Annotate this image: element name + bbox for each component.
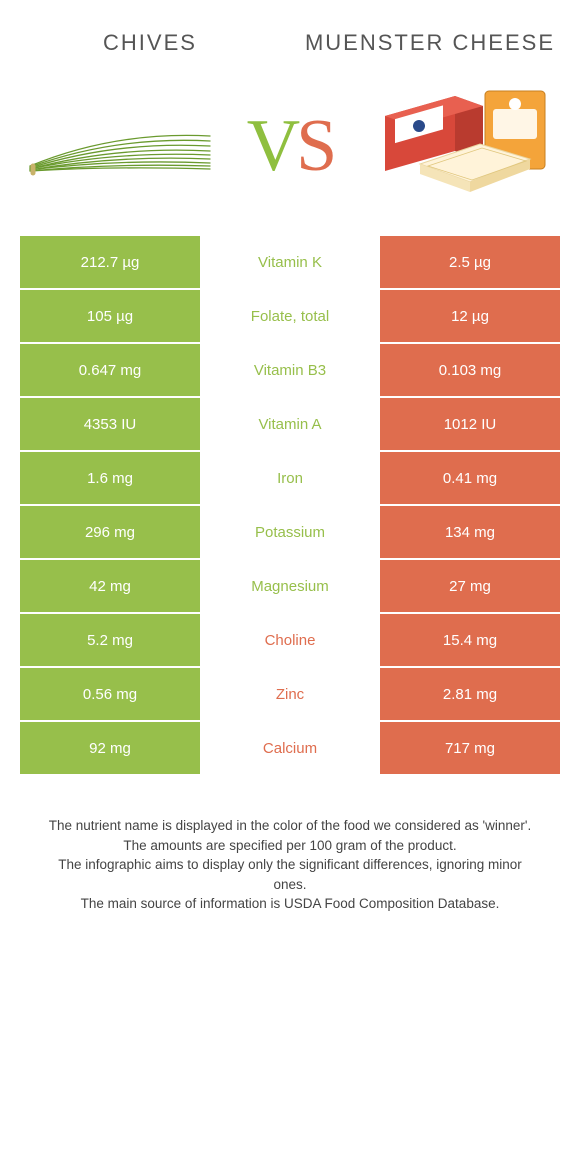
chives-image <box>20 86 220 206</box>
cheese-image <box>360 86 560 206</box>
table-row: 212.7 µgVitamin K2.5 µg <box>20 236 560 290</box>
left-value: 1.6 mg <box>20 452 200 504</box>
table-row: 42 mgMagnesium27 mg <box>20 560 560 614</box>
footnotes: The nutrient name is displayed in the co… <box>40 816 540 914</box>
left-value: 105 µg <box>20 290 200 342</box>
left-value: 0.56 mg <box>20 668 200 720</box>
right-value: 12 µg <box>380 290 560 342</box>
right-value: 717 mg <box>380 722 560 774</box>
vs-v: V <box>247 105 296 187</box>
right-value: 15.4 mg <box>380 614 560 666</box>
right-value: 134 mg <box>380 506 560 558</box>
left-value: 0.647 mg <box>20 344 200 396</box>
nutrient-label: Magnesium <box>200 560 380 612</box>
nutrient-label: Vitamin B3 <box>200 344 380 396</box>
table-row: 296 mgPotassium134 mg <box>20 506 560 560</box>
table-row: 4353 IUVitamin A1012 IU <box>20 398 560 452</box>
footnote-line: The nutrient name is displayed in the co… <box>40 816 540 836</box>
cheese-icon <box>365 86 555 206</box>
right-value: 0.103 mg <box>380 344 560 396</box>
table-row: 1.6 mgIron0.41 mg <box>20 452 560 506</box>
left-value: 4353 IU <box>20 398 200 450</box>
table-row: 0.647 mgVitamin B30.103 mg <box>20 344 560 398</box>
right-value: 2.81 mg <box>380 668 560 720</box>
vs-s: S <box>296 105 333 187</box>
footnote-line: The amounts are specified per 100 gram o… <box>40 836 540 856</box>
nutrient-label: Vitamin A <box>200 398 380 450</box>
table-row: 105 µgFolate, total12 µg <box>20 290 560 344</box>
nutrient-label: Calcium <box>200 722 380 774</box>
table-row: 92 mgCalcium717 mg <box>20 722 560 776</box>
right-food-title: Muenster cheese <box>290 30 570 56</box>
footnote-line: The main source of information is USDA F… <box>40 894 540 914</box>
nutrient-label: Iron <box>200 452 380 504</box>
infographic-root: Chives Muenster cheese VS <box>0 0 580 914</box>
right-value: 0.41 mg <box>380 452 560 504</box>
left-food-title: Chives <box>10 30 290 56</box>
header: Chives Muenster cheese <box>0 0 580 66</box>
nutrient-label: Zinc <box>200 668 380 720</box>
right-value: 2.5 µg <box>380 236 560 288</box>
left-value: 42 mg <box>20 560 200 612</box>
left-value: 92 mg <box>20 722 200 774</box>
chives-icon <box>25 111 215 181</box>
right-value: 27 mg <box>380 560 560 612</box>
nutrient-label: Vitamin K <box>200 236 380 288</box>
nutrient-label: Choline <box>200 614 380 666</box>
right-value: 1012 IU <box>380 398 560 450</box>
footnote-line: The infographic aims to display only the… <box>40 855 540 894</box>
left-value: 296 mg <box>20 506 200 558</box>
images-row: VS <box>0 66 580 236</box>
left-value: 5.2 mg <box>20 614 200 666</box>
vs-label: VS <box>247 104 334 189</box>
nutrient-table: 212.7 µgVitamin K2.5 µg105 µgFolate, tot… <box>20 236 560 776</box>
left-value: 212.7 µg <box>20 236 200 288</box>
table-row: 5.2 mgCholine15.4 mg <box>20 614 560 668</box>
nutrient-label: Potassium <box>200 506 380 558</box>
nutrient-label: Folate, total <box>200 290 380 342</box>
table-row: 0.56 mgZinc2.81 mg <box>20 668 560 722</box>
